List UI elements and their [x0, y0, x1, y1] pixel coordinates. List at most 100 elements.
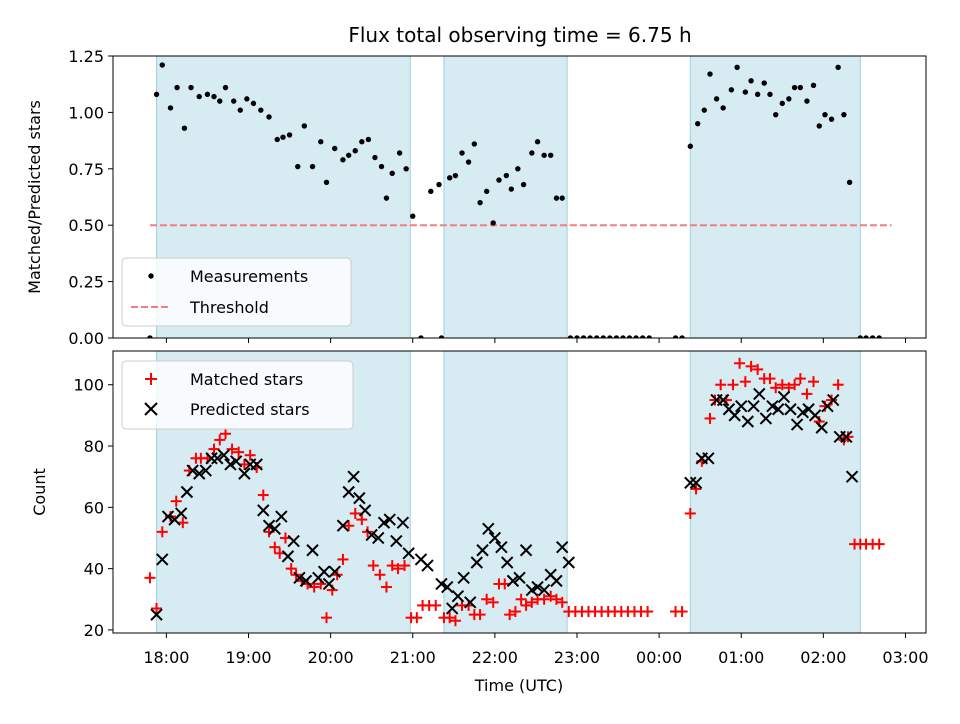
measurement-point	[452, 172, 459, 179]
predicted-stars-point	[482, 522, 495, 535]
measurement-point	[846, 179, 853, 186]
threshold-legend-label: Threshold	[189, 298, 269, 317]
matched-stars-point	[343, 520, 355, 532]
measurement-point	[403, 166, 409, 172]
top-y-axis-label: Matched/Predicted stars	[25, 100, 44, 294]
top-legend-box	[121, 257, 352, 327]
predicted-stars-point	[180, 485, 194, 499]
matched-stars-point	[684, 507, 696, 519]
x-tick-label: 00:00	[636, 648, 682, 667]
y-tick-label: 1.25	[68, 47, 104, 66]
measurement-point	[529, 150, 535, 156]
measurement-point	[396, 150, 403, 156]
y-tick-label: 0.00	[68, 329, 104, 348]
matched-stars-point	[170, 495, 182, 507]
matched-stars-point	[873, 538, 885, 550]
matched-stars-point	[144, 572, 156, 584]
predicted-stars-point	[421, 559, 434, 572]
x-tick-label: 20:00	[308, 648, 354, 667]
x-tick-label: 19:00	[225, 648, 271, 667]
matched-stars-point	[801, 388, 813, 400]
measurement-point	[378, 163, 385, 170]
predicted-stars-point	[347, 470, 360, 483]
y-tick-label: 60	[84, 498, 104, 517]
predicted-stars-point	[735, 399, 748, 413]
measurement-point	[695, 120, 701, 127]
bottom-axes-frame	[112, 350, 927, 634]
matched-stars-point	[374, 569, 386, 581]
predicted-stars-point	[441, 580, 454, 594]
top-panel: 0.00 0.25 0.50 0.75 1.00 1.25 Matched/Predict…	[25, 47, 927, 348]
predicted-stars-point	[205, 452, 218, 465]
predicted-stars-point	[790, 418, 804, 431]
predicted-stars-point	[161, 510, 175, 523]
matched-stars-point	[842, 431, 854, 443]
measurement-point	[266, 114, 272, 120]
predicted-stars-point	[826, 393, 840, 407]
predicted-stars-point	[741, 415, 755, 428]
predicted-stars-point	[299, 574, 313, 588]
measurement-point	[211, 93, 217, 100]
predicted-stars-point	[257, 504, 270, 517]
x-tick-label: 23:00	[554, 648, 600, 667]
measurement-point	[309, 163, 316, 170]
measurement-point	[713, 96, 720, 102]
measurement-point	[728, 87, 735, 93]
measurement-point	[153, 91, 160, 98]
matched-stars-point	[538, 593, 550, 605]
matched-stars-point	[642, 606, 654, 618]
measurement-point	[188, 84, 194, 91]
measurement-point	[204, 91, 211, 98]
predicted-stars-point	[353, 491, 366, 505]
x-tick-label: 18:00	[143, 648, 189, 667]
predicted-stars-point	[293, 571, 306, 585]
x-axis-label: Time (UTC)	[474, 676, 563, 695]
predicted-stars-point	[766, 399, 779, 413]
predicted-stars-point	[488, 531, 502, 545]
predicted-stars-point	[224, 458, 237, 471]
matched-stars-point	[430, 599, 442, 611]
matched-stars-point	[386, 560, 398, 572]
measurement-point	[857, 335, 864, 338]
y-tick-label: 20	[84, 621, 104, 640]
matched-stars-point	[764, 373, 776, 385]
predicted-stars-point	[229, 455, 243, 468]
measurement-point	[548, 152, 554, 158]
measurement-point	[345, 152, 352, 158]
measurement-point	[471, 141, 478, 147]
predicted-stars-point	[689, 476, 703, 490]
predicted-stars-point	[287, 534, 300, 548]
predicted-stars-point	[275, 510, 288, 523]
matched-stars-point	[367, 560, 379, 572]
predicted-stars-point	[156, 553, 169, 566]
matched-stars-point	[556, 596, 568, 608]
predicted-stars-point	[217, 449, 231, 462]
matched-stars-point	[770, 382, 782, 394]
shaded-interval-1	[443, 55, 568, 339]
x-tick-label: 01:00	[718, 648, 764, 667]
measurement-point	[553, 195, 560, 201]
measurement-point	[580, 335, 587, 338]
predicted-stars-point	[174, 507, 188, 520]
matched-stars-point	[832, 379, 844, 391]
top-legend: Measurements Threshold	[121, 257, 352, 327]
predicted-stars-point	[402, 547, 415, 560]
predicted-stars-point	[728, 409, 741, 422]
predicted-stars-point	[702, 452, 715, 465]
matched-stars-point	[515, 593, 527, 605]
matched-stars-point	[214, 434, 226, 446]
measurement-point	[541, 152, 547, 158]
matched-stars-point	[487, 596, 499, 608]
measurement-point	[389, 170, 395, 177]
matched-stars-point	[279, 532, 291, 544]
measurement-point	[520, 181, 527, 188]
measurement-point	[779, 100, 785, 107]
x-tick-label: 21:00	[390, 648, 436, 667]
measurement-point	[822, 111, 828, 118]
measurement-point	[159, 62, 165, 68]
matched-stars-point	[151, 602, 163, 614]
measurements-layer	[147, 62, 882, 338]
measurement-point	[167, 105, 174, 111]
predicted-stars-point	[445, 602, 459, 615]
